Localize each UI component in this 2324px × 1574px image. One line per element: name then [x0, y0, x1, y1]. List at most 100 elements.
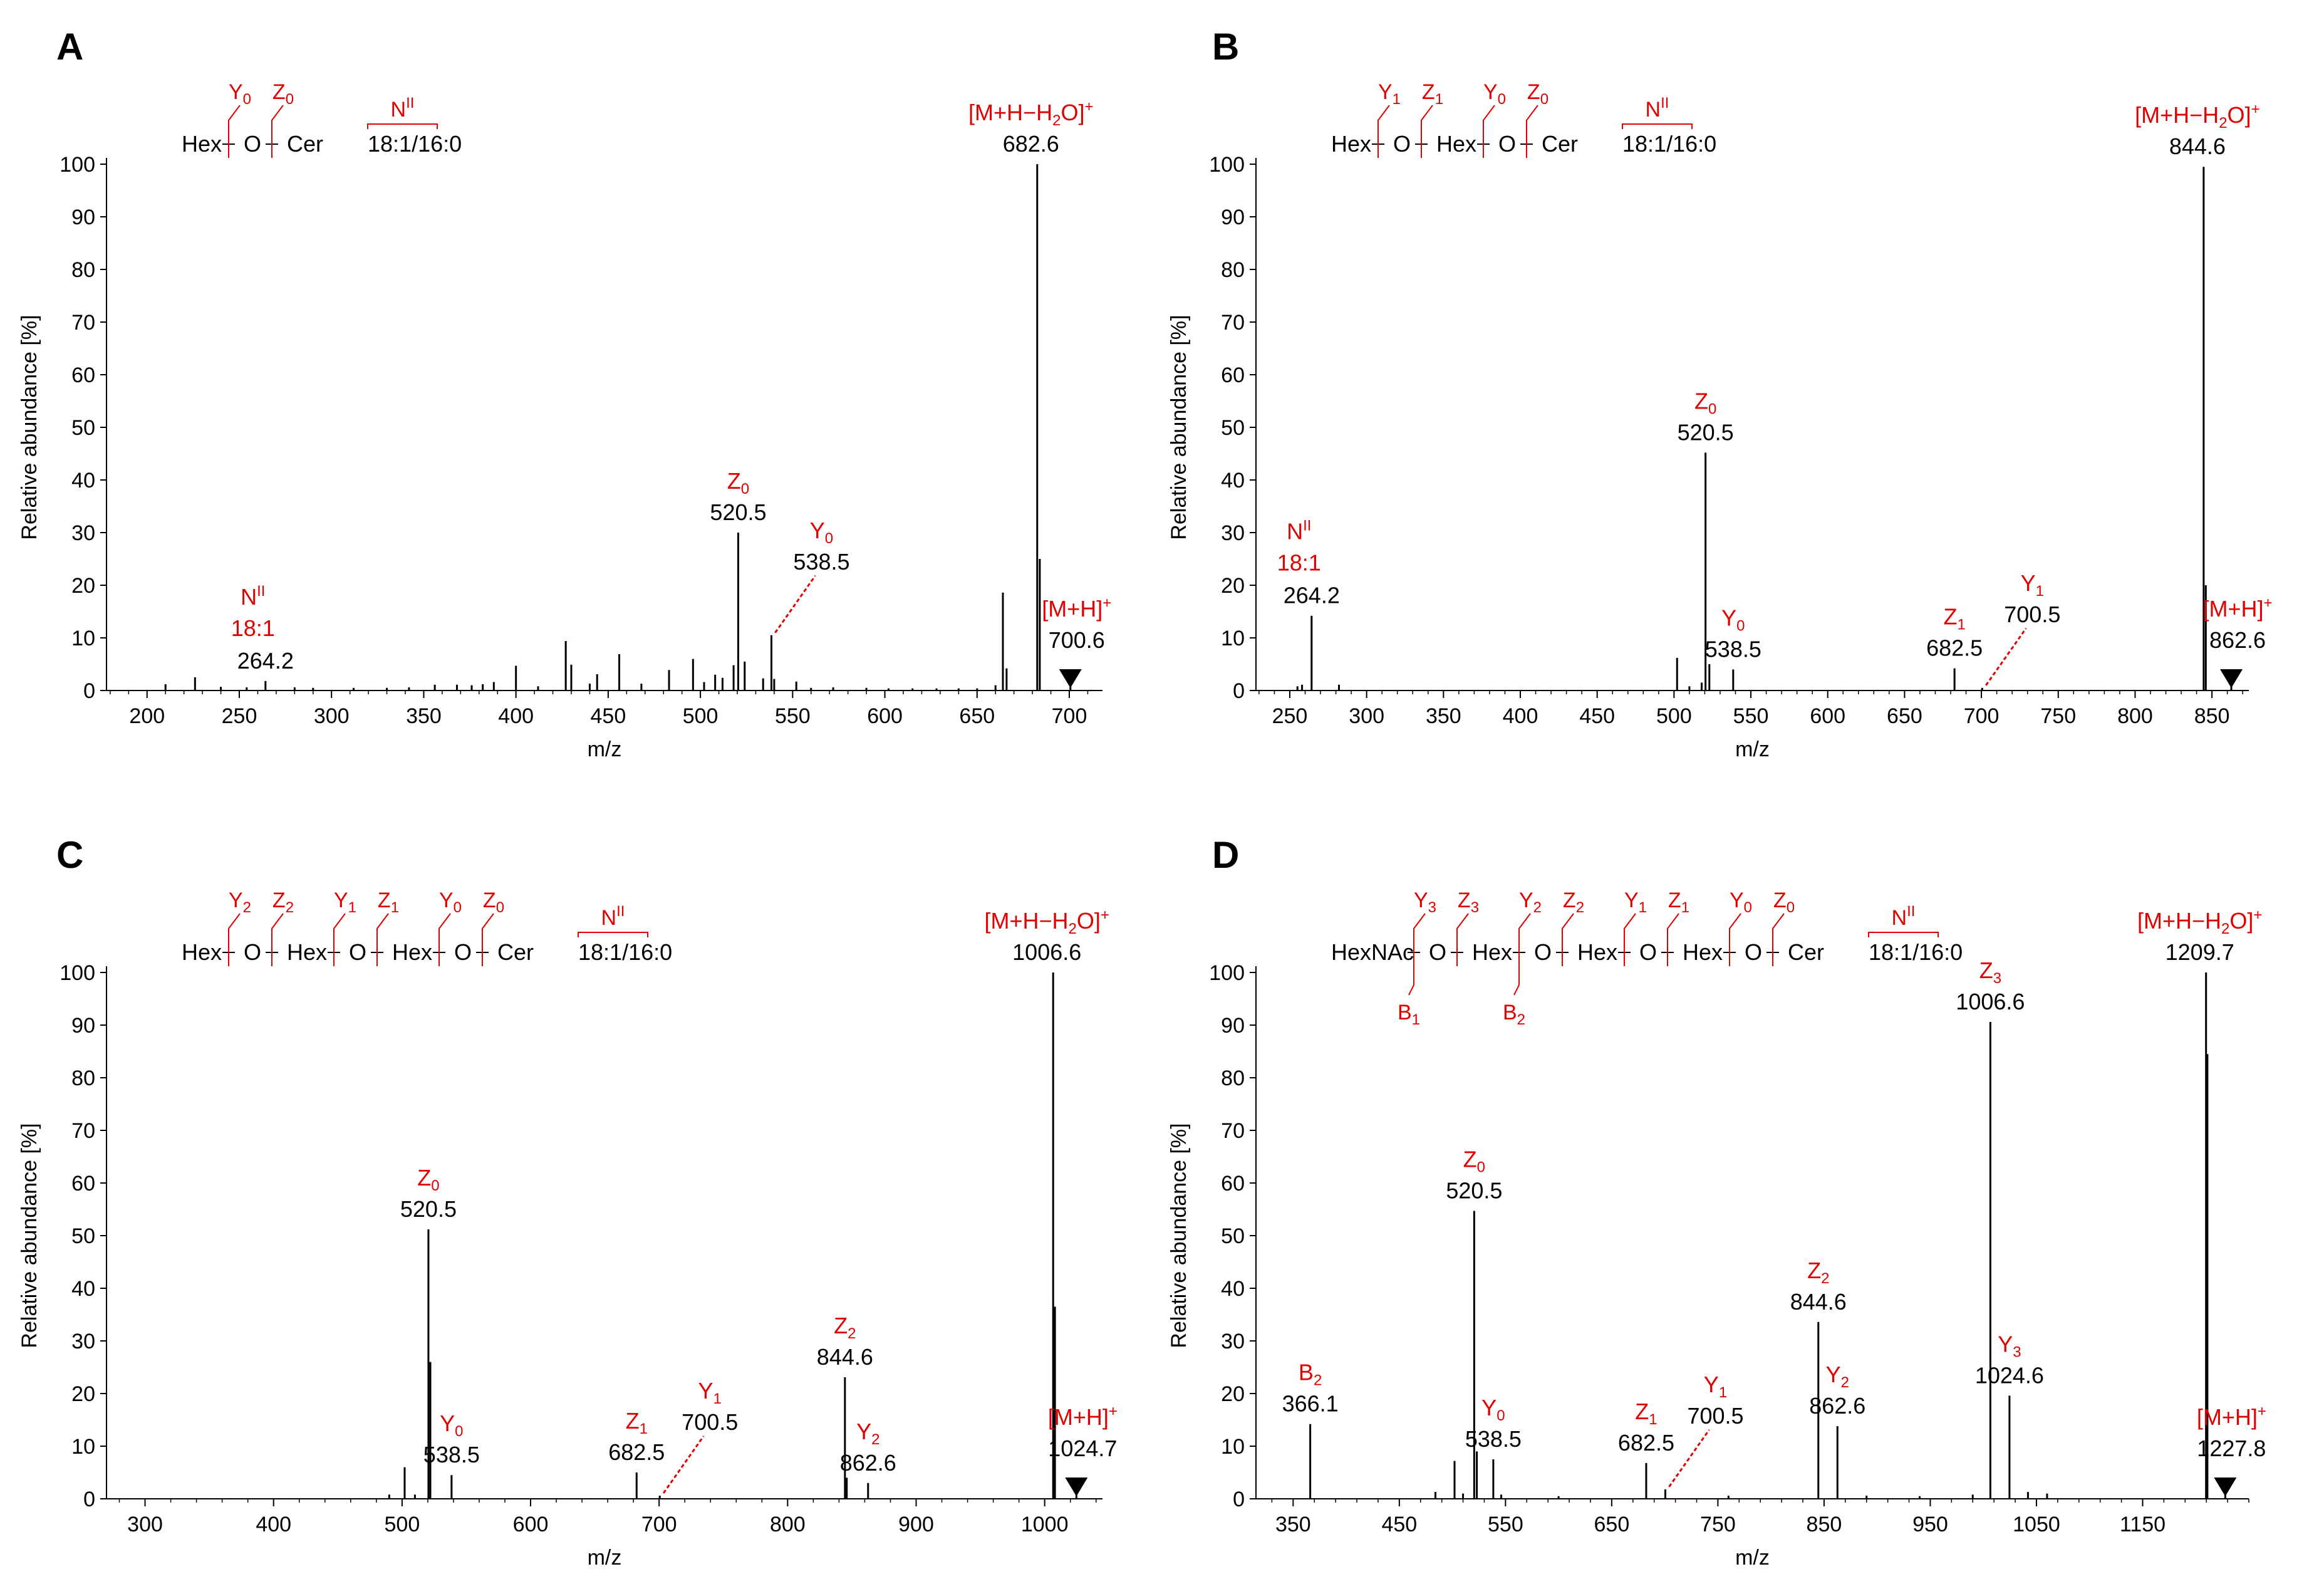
glycosidic-cleavage-mark — [271, 913, 284, 966]
glycosidic-cleavage-mark — [376, 913, 389, 966]
x-tick-label: 650 — [1594, 1513, 1630, 1536]
x-tick-label: 500 — [385, 1513, 420, 1536]
peak-844.6-mz-label: 844.6 — [1790, 1289, 1847, 1315]
y-tick-label: 90 — [71, 1014, 95, 1038]
x-tick-label: 500 — [683, 704, 718, 728]
y-tick-label: 100 — [60, 961, 95, 985]
x-tick-label: 650 — [1887, 704, 1922, 728]
glycosidic-cleavage-mark — [1624, 913, 1636, 966]
panel-letter: D — [1212, 834, 1239, 876]
x-tick-label: 450 — [591, 704, 626, 728]
glycosidic-cleavage-mark — [1729, 913, 1741, 966]
y-tick-label: 60 — [1221, 1172, 1245, 1196]
structure-ceramide-chains: 18:1/16:0 — [1622, 131, 1716, 157]
glycosidic-cleavage-mark — [1526, 105, 1538, 158]
peak-862.6-ion-label: [M+H]+ — [2203, 595, 2273, 622]
glycosidic-cleavage-mark — [228, 105, 241, 158]
panel-b: B 0 10 20 30 40 50 60 70 80 90 100 250 300 350 400 450 50… — [1167, 26, 2273, 761]
peak-264.2-ion-label: NII — [1287, 518, 1311, 545]
peak-682.5-ion-label: Z1 — [626, 1408, 648, 1437]
cleavage-ion-label: Z2 — [272, 889, 294, 916]
y-tick-label: 0 — [83, 679, 95, 703]
x-tick-label: 300 — [127, 1513, 163, 1536]
n-cleavage-label: NII — [1892, 903, 1916, 930]
x-tick-label: 450 — [1579, 704, 1615, 728]
structure-unit: Cer — [1788, 939, 1824, 965]
peak-862.6-ion-label: Y2 — [856, 1419, 879, 1448]
structure-unit: Hex — [1436, 131, 1476, 157]
x-tick-label: 800 — [770, 1513, 806, 1536]
peak-1024.7-mz-label: 1024.7 — [1048, 1436, 1117, 1461]
peak-1209.7-ion-label: [M+H−H2O]+ — [2137, 907, 2262, 937]
b-cleavage-mark — [1408, 966, 1414, 996]
cleavage-ion-label: Y2 — [1519, 889, 1542, 916]
peak-682.6-mz-label: 682.6 — [1003, 131, 1059, 157]
peak-366.1-ion-label: B2 — [1299, 1360, 1322, 1389]
peak-538.5-mz-label: 538.5 — [423, 1442, 480, 1467]
x-tick-label: 1000 — [1021, 1513, 1069, 1536]
x-tick-label: 500 — [1656, 704, 1692, 728]
y-tick-label: 70 — [71, 1119, 95, 1143]
peak-862.6-mz-label: 862.6 — [2209, 627, 2266, 653]
peak-682.5-ion-label: Z1 — [1635, 1399, 1657, 1428]
x-tick-label: 850 — [1807, 1513, 1842, 1536]
y-tick-label: 60 — [71, 363, 95, 387]
cleavage-ion-label: Z2 — [1563, 889, 1584, 916]
y-tick-label: 40 — [71, 469, 95, 493]
peak-538.5-ion-label: Y0 — [810, 518, 833, 547]
structure-ceramide-chains: 18:1/16:0 — [1869, 939, 1963, 965]
glycosidic-cleavage-mark — [271, 105, 284, 158]
x-tick-label: 700 — [641, 1513, 677, 1536]
n-cleavage-label: NII — [601, 903, 625, 930]
n-cleavage-label: NII — [391, 95, 415, 122]
structure-unit: Hex — [1577, 939, 1617, 965]
x-axis-title: m/z — [1735, 737, 1770, 761]
b-ion-label: B1 — [1398, 1001, 1420, 1028]
peak-700.5-ion-label: Y1 — [1704, 1372, 1727, 1401]
x-tick-label: 950 — [1912, 1513, 1948, 1536]
peak-264.2-chain-label: 18:1 — [231, 615, 275, 641]
peak-520.5-mz-label: 520.5 — [710, 499, 766, 525]
y-tick-label: 10 — [71, 1435, 95, 1459]
y-tick-label: 0 — [1233, 1488, 1245, 1511]
peak-520.5-mz-label: 520.5 — [1678, 419, 1734, 445]
structure-unit: O — [1393, 131, 1411, 157]
glycosidic-cleavage-mark — [1456, 913, 1469, 966]
structure-unit: Hex — [1683, 939, 1723, 965]
precursor-triangle-icon — [2214, 1478, 2237, 1496]
n-cleavage-bracket — [1622, 123, 1693, 129]
y-tick-label: 20 — [71, 574, 95, 598]
cleavage-ion-label: Y3 — [1414, 889, 1436, 916]
x-tick-label: 350 — [1275, 1513, 1311, 1536]
y-tick-label: 20 — [71, 1382, 95, 1406]
glycosidic-cleavage-mark — [1772, 913, 1785, 966]
peak-700.5-ion-label: Y1 — [698, 1378, 722, 1407]
cleavage-ion-label: Z1 — [1668, 889, 1689, 916]
y-tick-label: 40 — [71, 1277, 95, 1301]
structure-unit: O — [244, 131, 261, 157]
peak-1024.6-mz-label: 1024.6 — [1975, 1362, 2044, 1388]
glycosidic-cleavage-mark — [1377, 105, 1390, 158]
x-tick-label: 600 — [867, 704, 903, 728]
peak-844.6-ion-label: [M+H−H2O]+ — [2135, 101, 2259, 132]
x-tick-label: 350 — [1426, 704, 1461, 728]
glycosidic-cleavage-mark — [1667, 913, 1679, 966]
peak-538.5-mz-label: 538.5 — [793, 549, 849, 575]
x-tick-label: 750 — [1700, 1513, 1736, 1536]
x-tick-label: 600 — [513, 1513, 549, 1536]
peak-1024.6-ion-label: Y3 — [1998, 1331, 2021, 1360]
cleavage-ion-label: Z0 — [1773, 889, 1795, 916]
structure-unit: O — [244, 939, 261, 965]
peak-538.5-mz-label: 538.5 — [1705, 636, 1761, 662]
y-tick-label: 20 — [1221, 574, 1245, 598]
peak-264.2-chain-label: 18:1 — [1277, 550, 1321, 576]
x-tick-label: 250 — [1272, 704, 1308, 728]
cleavage-ion-label: Y1 — [1378, 80, 1401, 108]
y-tick-label: 100 — [1209, 961, 1245, 985]
n-cleavage-label: NII — [1646, 95, 1669, 122]
glycosidic-cleavage-mark — [1562, 913, 1574, 966]
y-tick-label: 50 — [1221, 416, 1245, 440]
peak-700.5-mz-label: 700.5 — [2004, 602, 2060, 627]
peak-700.5-mz-label: 700.5 — [682, 1409, 738, 1435]
